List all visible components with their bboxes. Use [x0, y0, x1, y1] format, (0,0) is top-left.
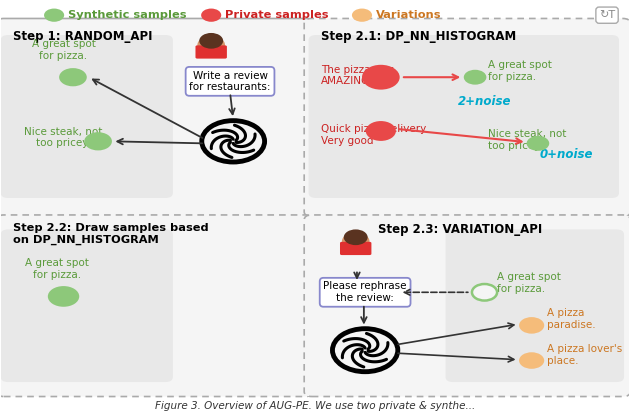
Circle shape	[199, 33, 223, 49]
Circle shape	[342, 232, 369, 251]
Circle shape	[352, 9, 372, 22]
Circle shape	[362, 65, 400, 90]
Circle shape	[519, 317, 544, 334]
Text: Figure 3. Overview of AUG-PE. We use two private & synthe...: Figure 3. Overview of AUG-PE. We use two…	[155, 401, 475, 411]
FancyBboxPatch shape	[195, 45, 227, 59]
Circle shape	[48, 286, 79, 307]
Text: A great spot
for pizza.: A great spot for pizza.	[488, 60, 552, 82]
Text: Please rephrase
the review:: Please rephrase the review:	[323, 281, 407, 303]
Circle shape	[519, 352, 544, 369]
Text: Nice steak, not
too pricey.: Nice steak, not too pricey.	[488, 129, 566, 151]
Circle shape	[344, 229, 367, 245]
Text: Step 2.2: Draw samples based
on DP_NN_HISTOGRAM: Step 2.2: Draw samples based on DP_NN_HI…	[13, 223, 209, 245]
Text: 0+noise: 0+noise	[539, 148, 593, 161]
Circle shape	[472, 284, 497, 300]
Circle shape	[59, 68, 87, 86]
FancyBboxPatch shape	[0, 19, 313, 217]
Text: Private samples: Private samples	[225, 10, 328, 20]
Text: Nice steak, not
too pricey.: Nice steak, not too pricey.	[24, 127, 102, 149]
Text: Variations: Variations	[376, 10, 442, 20]
Text: The pizza was
AMAZING!!!: The pizza was AMAZING!!!	[321, 65, 394, 86]
Text: Quick pizza delivery.
Very good: Quick pizza delivery. Very good	[321, 124, 428, 146]
Text: Step 2.3: VARIATION_API: Step 2.3: VARIATION_API	[378, 223, 542, 236]
FancyBboxPatch shape	[340, 242, 371, 255]
Circle shape	[365, 121, 396, 141]
Circle shape	[527, 136, 549, 151]
Text: A great spot
for pizza.: A great spot for pizza.	[497, 272, 561, 293]
Text: A pizza
paradise.: A pizza paradise.	[547, 308, 595, 330]
FancyBboxPatch shape	[445, 229, 624, 382]
Text: A great spot
for pizza.: A great spot for pizza.	[26, 258, 89, 280]
Text: ↻T: ↻T	[599, 10, 615, 20]
Circle shape	[201, 9, 221, 22]
FancyBboxPatch shape	[304, 215, 630, 396]
FancyBboxPatch shape	[308, 35, 619, 198]
FancyBboxPatch shape	[0, 215, 313, 396]
Circle shape	[84, 132, 112, 150]
Circle shape	[197, 36, 225, 54]
FancyBboxPatch shape	[304, 19, 630, 217]
Text: Write a review
for restaurants:: Write a review for restaurants:	[189, 71, 271, 92]
FancyBboxPatch shape	[1, 229, 173, 382]
Text: Step 2.1: DP_NN_HISTOGRAM: Step 2.1: DP_NN_HISTOGRAM	[321, 29, 516, 43]
Text: Step 1: RANDOM_API: Step 1: RANDOM_API	[13, 29, 153, 43]
Circle shape	[464, 70, 486, 85]
Text: A pizza lover's
place.: A pizza lover's place.	[547, 344, 622, 366]
Text: Synthetic samples: Synthetic samples	[68, 10, 186, 20]
FancyBboxPatch shape	[1, 35, 173, 198]
Circle shape	[44, 9, 64, 22]
Text: 2+noise: 2+noise	[458, 95, 511, 108]
Text: A great spot
for pizza.: A great spot for pizza.	[31, 39, 95, 61]
